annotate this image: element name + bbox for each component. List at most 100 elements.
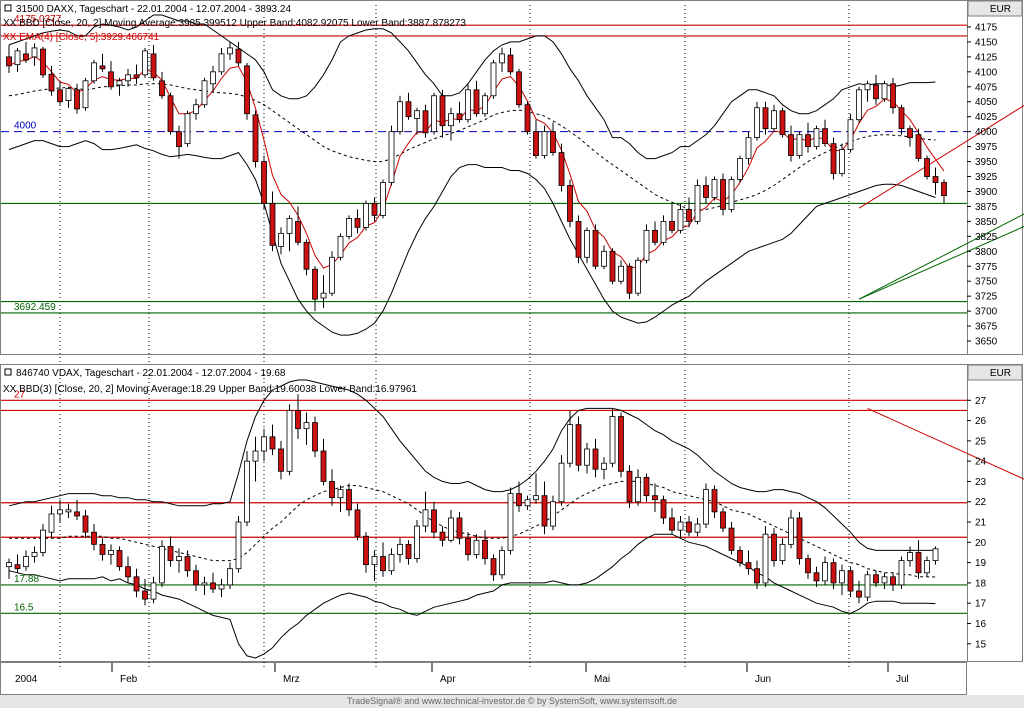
vdax-candle-body: [422, 509, 429, 527]
vdax-candle-body: [839, 570, 845, 584]
dax-candle-body: [507, 54, 514, 73]
vdax-candle-body: [23, 556, 29, 568]
dax-candle-body: [890, 83, 896, 109]
dax-tick-label: 3675: [975, 322, 998, 333]
bottom-handle-icon[interactable]: [4, 368, 12, 376]
dax-candle-body: [898, 107, 905, 130]
dax-candle-body: [873, 84, 879, 100]
vdax-level-label: 16.5: [14, 602, 34, 613]
dax-level-label: 3692.459: [14, 302, 56, 313]
dax-level-label: 4000: [14, 121, 37, 132]
vdax-candle-body: [227, 568, 233, 586]
top-chart: 4175 4150 4125 4100 4075 4050 4025 4000 3975 3950…: [1, 5, 1024, 363]
dax-candle-body: [159, 80, 165, 97]
vdax-candle-body: [728, 527, 735, 551]
vdax-candle-body: [652, 495, 658, 501]
vdax-candle-body: [14, 564, 21, 570]
vdax-candle-body: [201, 582, 208, 586]
dax-candle-body: [312, 268, 318, 300]
dax-candle-body: [473, 89, 480, 115]
dax-candle-body: [924, 158, 930, 177]
time-axis-labels: 2004 Feb Mrz Apr Mai Jun Jul: [15, 663, 909, 685]
dax-candle-body: [499, 53, 505, 64]
vdax-candle-body: [320, 450, 327, 482]
dax-tick-label: 3850: [975, 217, 998, 228]
dax-candle-body: [711, 179, 718, 198]
vdax-candle-body: [244, 460, 250, 523]
dax-candle-body: [388, 131, 395, 183]
vdax-candle-body: [388, 554, 395, 572]
dax-candle-body: [813, 128, 820, 148]
dax-candle-body: [609, 250, 616, 282]
vdax-candle-body: [473, 539, 480, 555]
dax-candle-body: [592, 229, 599, 267]
dax-candle-body: [150, 53, 157, 79]
dax-candle-body: [176, 131, 182, 148]
vdax-candle-body: [74, 511, 80, 517]
vdax-candle-body: [286, 410, 293, 472]
dax-candle-body: [864, 83, 871, 91]
vdax-candle-body: [159, 545, 165, 584]
vdax-candle-body: [235, 521, 242, 570]
dax-candle-body: [6, 56, 12, 67]
dax-candle-body: [303, 241, 310, 270]
vdax-candle-body: [881, 576, 888, 584]
vdax-candle-body: [601, 462, 607, 470]
dax-candle-body: [490, 62, 497, 97]
dax-candle-body: [728, 179, 735, 210]
vdax-candle-body: [847, 570, 854, 592]
dax-candle-body: [244, 65, 250, 115]
dax-tick-label: 3725: [975, 292, 998, 303]
top-bbd-legend: XX BBD [Close, 20, 2] Moving Average:398…: [3, 18, 466, 29]
vdax-candle-body: [686, 521, 692, 533]
bottom-chart: 27 26 25 24 23 22 21 20 19 18 17 16 15 27 17.88 16.5: [1, 370, 1024, 670]
vdax-tick-label: 20: [975, 538, 987, 549]
vdax-candle-body: [592, 448, 599, 470]
dax-candle-body: [448, 113, 454, 127]
dax-candle-body: [439, 95, 446, 127]
vdax-candle-body: [363, 535, 369, 566]
vdax-candle-body: [541, 495, 548, 527]
dax-candle-body: [652, 229, 658, 243]
dax-tick-label: 3750: [975, 277, 998, 288]
dax-candle-body: [669, 220, 675, 231]
vdax-candle-body: [261, 436, 267, 452]
vdax-tick-label: 16: [975, 619, 987, 630]
dax-candle-body: [524, 104, 531, 133]
dax-tick-label: 3950: [975, 157, 998, 168]
top-chart-title: 31500 DAXX, Tageschart - 22.01.2004 - 12…: [16, 4, 291, 15]
vdax-candle-body: [813, 572, 820, 582]
vdax-candle-body: [448, 517, 454, 541]
dax-candle-body: [932, 176, 939, 183]
vdax-candle-body: [456, 517, 463, 539]
dax-candle-body: [626, 265, 633, 294]
dax-tick-label: 4175: [975, 22, 998, 33]
vdax-candle-body: [711, 489, 718, 513]
dax-candle-body: [210, 71, 216, 85]
vdax-candle-body: [626, 470, 633, 503]
dax-candle-body: [193, 104, 199, 115]
vdax-candle-body: [660, 499, 667, 519]
top-handle-icon[interactable]: [4, 4, 12, 12]
dax-candle-body: [31, 47, 38, 58]
vdax-tick-label: 24: [975, 457, 987, 468]
dax-candle-body: [40, 48, 46, 76]
vdax-candle-body: [932, 548, 939, 561]
dax-candle-body: [558, 152, 565, 186]
bottom-currency-box: [967, 364, 1023, 381]
vdax-candle-body: [788, 517, 794, 545]
dax-candle-body: [235, 48, 242, 64]
time-label: Mrz: [283, 674, 300, 685]
dax-candle-body: [99, 65, 106, 70]
dax-candle-body: [779, 110, 786, 136]
vdax-candle-body: [677, 521, 684, 531]
vdax-candle-body: [609, 416, 616, 464]
dax-level-label: 4175.0377: [14, 14, 62, 25]
dax-tick-label: 4075: [975, 82, 998, 93]
vdax-candle-body: [635, 476, 641, 503]
dax-candle-body: [218, 53, 225, 73]
vdax-candle-body: [550, 501, 556, 527]
dax-tick-label: 3775: [975, 262, 998, 273]
dax-candle-body: [915, 134, 922, 159]
